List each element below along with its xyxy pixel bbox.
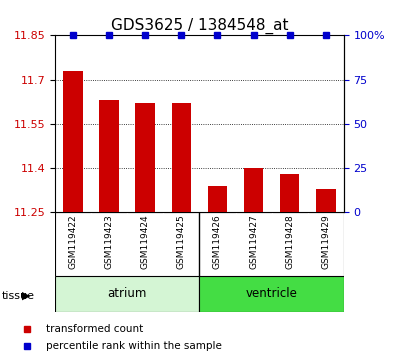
Bar xyxy=(316,189,335,212)
Text: GSM119423: GSM119423 xyxy=(105,214,114,269)
Bar xyxy=(244,168,263,212)
Text: tissue: tissue xyxy=(2,291,35,301)
Text: GSM119422: GSM119422 xyxy=(69,214,78,269)
Bar xyxy=(280,174,299,212)
Bar xyxy=(100,100,119,212)
Text: ventricle: ventricle xyxy=(246,287,297,300)
Text: GSM119429: GSM119429 xyxy=(321,214,330,269)
Text: GSM119425: GSM119425 xyxy=(177,214,186,269)
Bar xyxy=(208,186,228,212)
Text: GSM119427: GSM119427 xyxy=(249,214,258,269)
FancyBboxPatch shape xyxy=(199,276,344,312)
Text: transformed count: transformed count xyxy=(46,324,143,333)
Bar xyxy=(64,71,83,212)
Bar xyxy=(135,103,155,212)
Text: GSM119424: GSM119424 xyxy=(141,214,150,269)
Text: percentile rank within the sample: percentile rank within the sample xyxy=(46,341,222,351)
Text: GSM119428: GSM119428 xyxy=(285,214,294,269)
Text: GSM119426: GSM119426 xyxy=(213,214,222,269)
Text: ▶: ▶ xyxy=(22,291,30,301)
Title: GDS3625 / 1384548_at: GDS3625 / 1384548_at xyxy=(111,18,288,34)
Text: atrium: atrium xyxy=(108,287,147,300)
Bar xyxy=(171,103,191,212)
FancyBboxPatch shape xyxy=(55,276,199,312)
